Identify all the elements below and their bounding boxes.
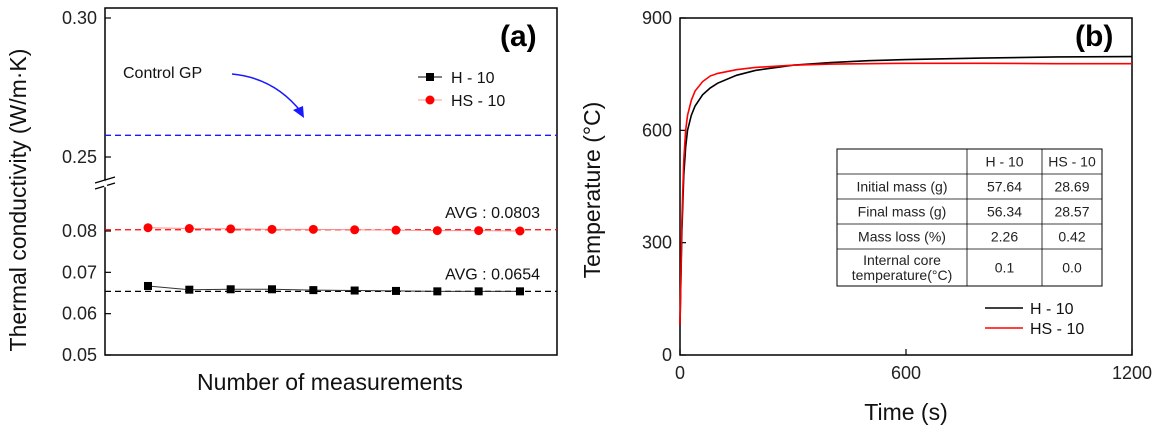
table-cell: Mass loss (%) [858, 229, 946, 245]
data-point-hs10 [432, 226, 442, 236]
table-cell: temperature(°C) [852, 267, 953, 283]
control-gp-group: Control GP [105, 65, 557, 136]
axis-break-mark [94, 176, 116, 184]
series-line [147, 285, 520, 292]
panel-b-series [679, 55, 1133, 326]
table-cell: 28.57 [1054, 204, 1089, 220]
y-tick-label: 0 [662, 345, 672, 365]
panel-b-legend: H - 10 HS - 10 [985, 301, 1084, 338]
table-cell: 57.64 [987, 179, 1022, 195]
y-tick-label: 0.25 [62, 147, 97, 167]
series-line [147, 227, 521, 232]
control-gp-arrow [231, 73, 303, 114]
data-point-hs10 [474, 226, 484, 236]
data-point-hs10 [184, 224, 194, 234]
table-cell: 0.0 [1062, 260, 1082, 276]
panel-a-label: (a) [500, 20, 537, 53]
panel-a-series: AVG : 0.0803 AVG : 0.0654 [105, 205, 557, 296]
data-point-h10 [185, 285, 194, 294]
panel-a-legend: H - 10 HS - 10 [418, 70, 505, 110]
table-cell: Initial mass (g) [856, 179, 947, 195]
x-tick-label: 600 [891, 363, 921, 383]
table-cell: Internal core [863, 252, 941, 268]
panel-a-frame [104, 7, 558, 356]
panel-b-y-axis-title: Temperature (°C) [579, 102, 605, 279]
data-point-hs10 [308, 224, 318, 234]
data-point-h10 [144, 281, 152, 290]
legend-b-hs10-label: HS - 10 [1030, 321, 1084, 338]
data-point-hs10 [515, 226, 525, 236]
data-point-h10 [309, 286, 318, 295]
legend-h10-label: H - 10 [451, 70, 495, 87]
y-tick-label: 600 [642, 120, 672, 140]
data-point-h10 [268, 285, 276, 294]
panel-b-x-axis-title: Time (s) [864, 399, 947, 425]
table-header-cell: HS - 10 [1048, 154, 1096, 170]
mass-loss-table: H - 10 HS - 10 Initial mass (g) 57.64 28.69 F… [836, 148, 1103, 287]
data-point-h10 [433, 287, 442, 296]
table-cell: 2.26 [991, 229, 1018, 245]
avg-label: AVG : 0.0803 [445, 205, 540, 222]
data-point-h10 [392, 286, 400, 295]
table-cell: 0.42 [1058, 229, 1085, 245]
temperature-curve-hs-10 [679, 62, 1132, 326]
data-point-hs10 [143, 223, 153, 233]
data-point-h10 [474, 287, 483, 296]
axis-break-gap [102, 180, 108, 188]
legend-hs10-marker [425, 95, 435, 105]
panel-a-x-axis-title: Number of measurements [197, 369, 463, 395]
table-cell: Final mass (g) [858, 204, 947, 220]
data-point-hs10 [226, 224, 236, 234]
x-tick-label: 0 [675, 363, 685, 383]
y-tick-label: 0.06 [62, 304, 97, 324]
table-cell: 0.1 [995, 260, 1015, 276]
data-point-hs10 [350, 225, 360, 235]
y-tick-label: 0.05 [62, 345, 97, 365]
panel-b: 0 300 600 900 0 600 1200 (b) Time (s) Temperat… [579, 8, 1152, 425]
table-frame [836, 148, 1103, 287]
panel-b-ticks: 0 300 600 900 0 600 1200 [642, 8, 1152, 383]
control-gp-label: Control GP [123, 65, 202, 82]
panel-a: 0.30 0.25 0.08 0.07 0.06 0.05 Control GP AVG … [5, 7, 558, 395]
table-header-cell: H - 10 [985, 154, 1023, 170]
table-cell: 28.69 [1054, 179, 1089, 195]
x-tick-label: 1200 [1112, 363, 1152, 383]
table-cell: 56.34 [987, 204, 1022, 220]
legend-b-h10-label: H - 10 [1030, 301, 1074, 318]
data-point-hs10 [391, 225, 401, 235]
panel-a-y-ticks: 0.30 0.25 0.08 0.07 0.06 0.05 [62, 8, 111, 365]
data-point-h10 [516, 287, 524, 296]
y-tick-label: 900 [642, 8, 672, 28]
y-tick-label: 0.07 [62, 262, 97, 282]
panel-a-y-axis-title: Thermal conductivity (W/m·K) [5, 49, 31, 352]
control-gp-arrowhead [293, 106, 304, 118]
data-point-h10 [350, 286, 359, 295]
y-tick-label: 0.08 [62, 221, 97, 241]
legend-hs10-label: HS - 10 [451, 93, 505, 110]
panel-b-label: (b) [1075, 20, 1113, 53]
y-tick-label: 0.30 [62, 8, 97, 28]
temperature-curve-h-10 [679, 55, 1133, 326]
y-tick-label: 300 [642, 233, 672, 253]
legend-h10-marker [426, 73, 434, 81]
data-point-h10 [226, 285, 235, 294]
data-point-hs10 [267, 224, 277, 234]
avg-label: AVG : 0.0654 [445, 266, 540, 283]
